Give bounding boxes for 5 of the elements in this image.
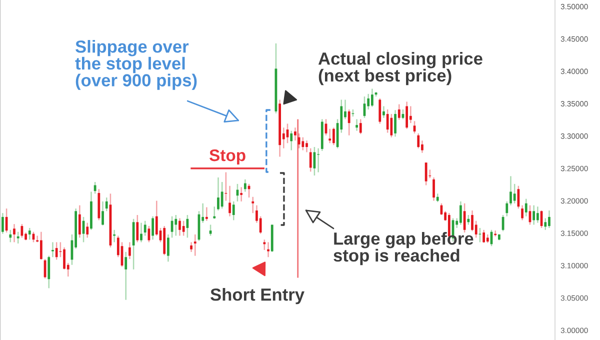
annotation: Large gap before stop is reached: [334, 232, 474, 266]
annotation: Short Entry: [210, 288, 304, 304]
annotation: Actual closing price (next best price): [318, 52, 482, 86]
ref-line-label: Stop: [210, 149, 246, 164]
annotation: Slippage over the stop level (over 900 pips): [75, 40, 197, 90]
